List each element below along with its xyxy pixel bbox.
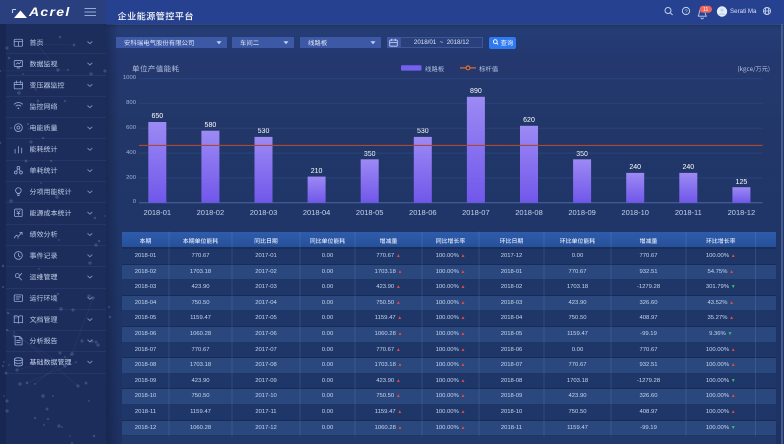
svg-text:11: 11	[703, 7, 708, 13]
svg-text:?: ?	[684, 9, 687, 15]
